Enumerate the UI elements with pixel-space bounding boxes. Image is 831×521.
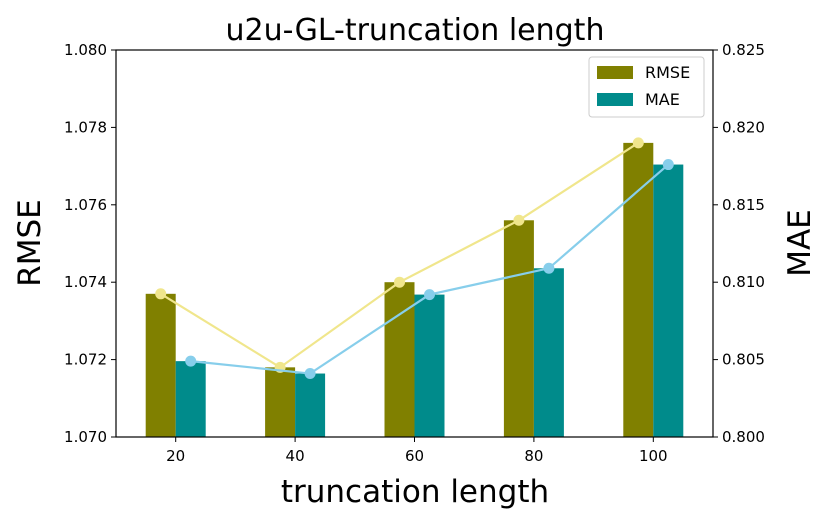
bar-mae-40: [295, 373, 326, 437]
point-rmse-60: [394, 276, 405, 288]
point-rmse-100: [632, 137, 644, 149]
bar-rmse-20: [145, 293, 176, 437]
x-tick-label: 60: [405, 447, 424, 465]
point-mae-20: [185, 355, 197, 367]
x-tick-label: 80: [524, 447, 543, 465]
bar-mae-60: [414, 294, 445, 437]
bar-mae-100: [653, 164, 684, 437]
legend-swatch-rmse: [597, 66, 633, 79]
y-tick-label: 1.078: [64, 118, 107, 136]
point-mae-80: [543, 262, 555, 274]
point-rmse-80: [513, 214, 525, 226]
lines-layer: [155, 137, 674, 380]
point-rmse-20: [155, 288, 167, 300]
y-axis-right: 0.800 0.805 0.810 0.815 0.820 0.825: [713, 41, 765, 446]
bar-rmse-40: [265, 367, 296, 437]
bar-rmse-60: [384, 282, 415, 437]
x-tick-label: 100: [639, 447, 668, 465]
y2-tick-label: 0.810: [722, 273, 765, 291]
y2-tick-label: 0.820: [722, 118, 765, 136]
y2-tick-label: 0.815: [722, 196, 765, 214]
y-axis-label: RMSE: [12, 199, 48, 287]
y-tick-label: 1.070: [64, 428, 107, 446]
x-tick-label: 20: [166, 447, 185, 465]
y2-tick-label: 0.825: [722, 41, 765, 59]
bar-mae-80: [533, 268, 564, 437]
y2-axis-label: MAE: [782, 209, 818, 277]
x-axis-label: truncation length: [281, 474, 549, 510]
legend: RMSE MAE: [588, 56, 705, 118]
bar-mae-20: [175, 361, 206, 437]
bar-rmse-100: [623, 142, 654, 437]
y-axis-left: 1.070 1.072 1.074 1.076 1.078 1.080: [64, 41, 116, 446]
y2-tick-label: 0.800: [722, 428, 765, 446]
y2-tick-label: 0.805: [722, 351, 765, 369]
point-mae-60: [424, 289, 435, 301]
legend-label-mae: MAE: [645, 90, 680, 109]
bars-layer: [145, 142, 684, 437]
x-axis: 20 40 60 80 100: [166, 437, 668, 465]
x-tick-label: 40: [286, 447, 305, 465]
chart-title: u2u-GL-truncation length: [226, 13, 605, 48]
y-tick-label: 1.074: [64, 273, 107, 291]
bar-rmse-80: [503, 220, 534, 437]
y-tick-label: 1.076: [64, 196, 107, 214]
point-mae-100: [662, 159, 674, 171]
legend-label-rmse: RMSE: [645, 63, 690, 82]
legend-swatch-mae: [597, 93, 633, 106]
y-tick-label: 1.080: [64, 41, 107, 59]
point-mae-40: [304, 368, 316, 380]
y-tick-label: 1.072: [64, 351, 107, 369]
